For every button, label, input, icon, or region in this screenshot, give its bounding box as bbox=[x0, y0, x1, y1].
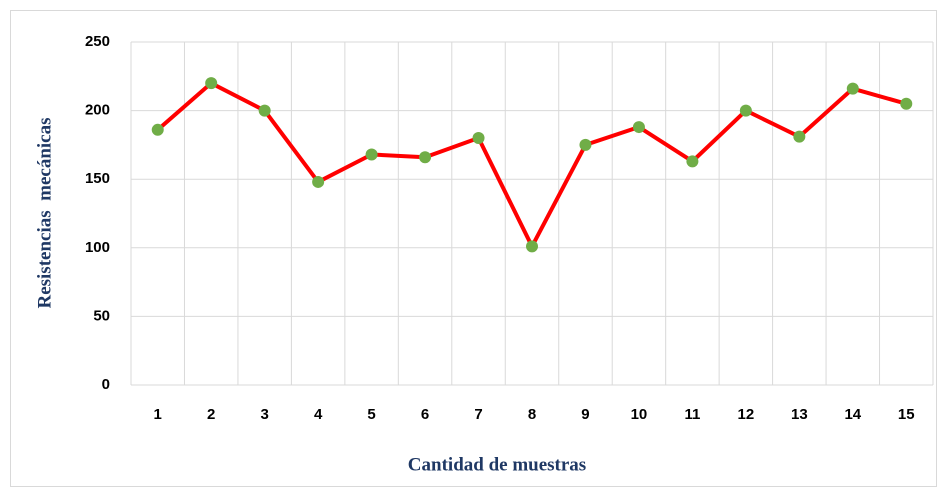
x-tick-label: 13 bbox=[791, 406, 808, 423]
y-tick-label: 150 bbox=[85, 170, 110, 187]
x-tick-label: 7 bbox=[474, 406, 482, 423]
x-tick-label: 6 bbox=[421, 406, 429, 423]
x-tick-label: 14 bbox=[844, 406, 861, 423]
marker bbox=[472, 132, 485, 145]
x-tick-label: 10 bbox=[631, 406, 648, 423]
marker bbox=[846, 82, 859, 95]
marker bbox=[900, 97, 913, 110]
x-tick-label: 8 bbox=[528, 406, 536, 423]
marker bbox=[526, 240, 538, 253]
marker bbox=[793, 130, 806, 143]
marker bbox=[579, 138, 592, 151]
x-tick-label: 3 bbox=[260, 406, 268, 423]
marker bbox=[258, 104, 271, 117]
y-tick-label: 0 bbox=[102, 376, 110, 393]
y-tick-label: 250 bbox=[85, 33, 110, 50]
y-tick-label: 100 bbox=[85, 239, 110, 256]
marker bbox=[739, 104, 752, 117]
marker bbox=[205, 77, 218, 90]
y-tick-label: 200 bbox=[85, 102, 110, 119]
x-tick-label: 4 bbox=[314, 406, 323, 423]
x-tick-label: 11 bbox=[684, 406, 700, 423]
marker bbox=[365, 148, 378, 161]
x-axis-title: Cantidad de muestras bbox=[408, 454, 586, 475]
x-tick-label: 2 bbox=[207, 406, 215, 423]
x-tick-label: 15 bbox=[898, 406, 915, 423]
marker bbox=[419, 151, 432, 164]
x-tick-label: 9 bbox=[581, 406, 589, 423]
chart-border bbox=[10, 10, 937, 487]
marker bbox=[686, 155, 699, 168]
marker bbox=[632, 121, 645, 134]
marker bbox=[312, 175, 325, 188]
y-axis-title: Resistencias mecánicas bbox=[34, 117, 55, 308]
x-tick-label: 5 bbox=[367, 406, 375, 423]
y-tick-label: 50 bbox=[93, 307, 110, 324]
marker bbox=[151, 123, 164, 136]
x-tick-label: 12 bbox=[738, 406, 755, 423]
x-tick-label: 1 bbox=[154, 406, 162, 423]
